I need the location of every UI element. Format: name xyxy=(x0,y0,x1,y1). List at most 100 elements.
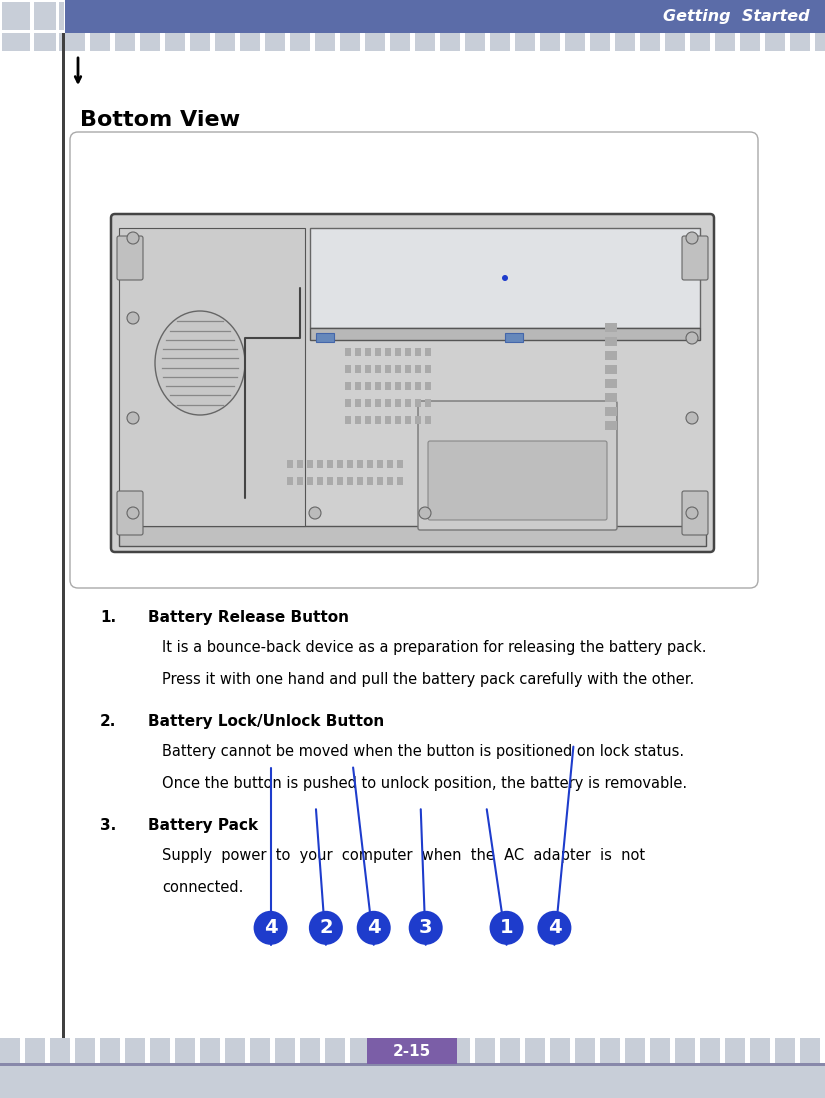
Bar xyxy=(740,33,760,51)
Bar xyxy=(565,33,585,51)
Bar xyxy=(405,399,411,407)
Bar xyxy=(395,399,401,407)
Bar xyxy=(317,460,323,468)
Bar xyxy=(140,33,160,51)
Bar xyxy=(665,33,685,51)
Bar xyxy=(425,382,431,390)
Bar xyxy=(367,460,373,468)
Bar xyxy=(337,460,343,468)
Bar xyxy=(615,33,635,51)
Bar xyxy=(310,328,700,340)
Circle shape xyxy=(537,911,572,944)
Bar xyxy=(355,399,361,407)
FancyBboxPatch shape xyxy=(682,491,708,535)
Bar xyxy=(395,348,401,356)
Bar xyxy=(316,333,334,341)
Bar xyxy=(350,1038,370,1063)
Bar xyxy=(2,2,30,30)
Bar xyxy=(405,416,411,424)
Text: Getting  Started: Getting Started xyxy=(663,9,810,23)
Bar xyxy=(345,348,351,356)
Bar xyxy=(325,1038,345,1063)
Bar xyxy=(400,1038,420,1063)
Bar xyxy=(405,348,411,356)
Bar xyxy=(605,407,617,416)
Text: Bottom View: Bottom View xyxy=(80,110,240,130)
Bar xyxy=(415,416,421,424)
Bar xyxy=(225,1038,245,1063)
Bar xyxy=(440,33,460,51)
Bar xyxy=(800,1038,820,1063)
Bar xyxy=(575,1038,595,1063)
Bar xyxy=(345,365,351,373)
Text: 2-15: 2-15 xyxy=(393,1043,431,1058)
Bar xyxy=(307,460,313,468)
Bar xyxy=(25,1038,45,1063)
Bar xyxy=(385,382,391,390)
Bar xyxy=(375,348,381,356)
Bar xyxy=(355,382,361,390)
Bar xyxy=(415,348,421,356)
Bar xyxy=(500,1038,520,1063)
Bar xyxy=(395,365,401,373)
Bar xyxy=(390,33,410,51)
Bar xyxy=(119,228,305,526)
Bar xyxy=(317,477,323,485)
Bar xyxy=(65,0,825,33)
Bar xyxy=(0,1038,20,1063)
Bar xyxy=(65,33,85,51)
Text: 4: 4 xyxy=(264,918,277,938)
Bar xyxy=(605,351,617,360)
Bar xyxy=(365,382,371,390)
Bar xyxy=(59,2,64,30)
Bar xyxy=(345,416,351,424)
Bar xyxy=(310,228,700,328)
Circle shape xyxy=(309,911,343,944)
Text: Battery Pack: Battery Pack xyxy=(148,818,258,833)
Bar xyxy=(640,33,660,51)
Bar xyxy=(425,348,431,356)
Bar xyxy=(340,33,360,51)
Bar xyxy=(605,379,617,388)
Bar xyxy=(375,1038,395,1063)
Bar xyxy=(357,460,363,468)
Bar xyxy=(365,399,371,407)
Bar xyxy=(90,33,110,51)
Bar xyxy=(395,416,401,424)
Bar xyxy=(347,477,353,485)
Circle shape xyxy=(502,274,508,281)
Bar xyxy=(287,460,293,468)
Bar xyxy=(515,33,535,51)
Text: 3.: 3. xyxy=(100,818,116,833)
Bar xyxy=(125,1038,145,1063)
Bar xyxy=(75,1038,95,1063)
Bar xyxy=(650,1038,670,1063)
Bar xyxy=(725,1038,745,1063)
Bar xyxy=(605,337,617,346)
Bar xyxy=(765,33,785,51)
Circle shape xyxy=(489,911,524,944)
Bar xyxy=(425,399,431,407)
Bar xyxy=(367,1038,457,1064)
Bar xyxy=(50,1038,70,1063)
Bar xyxy=(605,323,617,332)
Circle shape xyxy=(408,911,443,944)
Bar xyxy=(327,477,333,485)
Bar xyxy=(190,33,210,51)
Bar xyxy=(395,382,401,390)
Bar xyxy=(0,1066,825,1098)
Bar xyxy=(297,460,303,468)
Bar xyxy=(377,477,383,485)
Bar xyxy=(2,33,30,51)
Text: 1: 1 xyxy=(500,918,513,938)
Circle shape xyxy=(356,911,391,944)
Bar xyxy=(377,460,383,468)
Circle shape xyxy=(127,507,139,519)
Bar xyxy=(605,421,617,430)
Circle shape xyxy=(127,312,139,324)
Circle shape xyxy=(686,507,698,519)
Bar xyxy=(100,1038,120,1063)
Bar xyxy=(385,365,391,373)
Bar xyxy=(605,365,617,374)
Bar xyxy=(119,526,706,546)
